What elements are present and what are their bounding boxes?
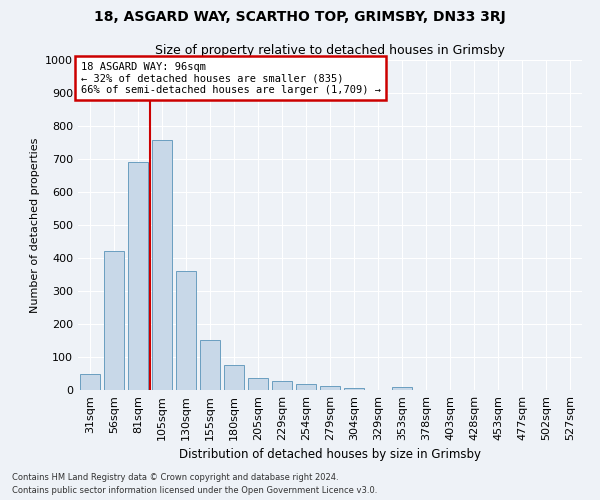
Text: 18, ASGARD WAY, SCARTHO TOP, GRIMSBY, DN33 3RJ: 18, ASGARD WAY, SCARTHO TOP, GRIMSBY, DN… [94, 10, 506, 24]
X-axis label: Distribution of detached houses by size in Grimsby: Distribution of detached houses by size … [179, 448, 481, 462]
Text: 18 ASGARD WAY: 96sqm
← 32% of detached houses are smaller (835)
66% of semi-deta: 18 ASGARD WAY: 96sqm ← 32% of detached h… [80, 62, 380, 95]
Bar [320, 386, 340, 390]
Title: Size of property relative to detached houses in Grimsby: Size of property relative to detached ho… [155, 44, 505, 58]
Bar [200, 340, 220, 390]
Bar [248, 378, 268, 390]
Bar [176, 270, 196, 390]
Bar [344, 388, 364, 390]
Bar [272, 382, 292, 390]
Bar [224, 365, 244, 390]
Text: Contains HM Land Registry data © Crown copyright and database right 2024.
Contai: Contains HM Land Registry data © Crown c… [12, 474, 377, 495]
Bar [104, 252, 124, 390]
Bar [80, 374, 100, 390]
Bar [392, 387, 412, 390]
Bar [128, 162, 148, 390]
Bar [152, 140, 172, 390]
Y-axis label: Number of detached properties: Number of detached properties [29, 138, 40, 312]
Bar [296, 384, 316, 390]
